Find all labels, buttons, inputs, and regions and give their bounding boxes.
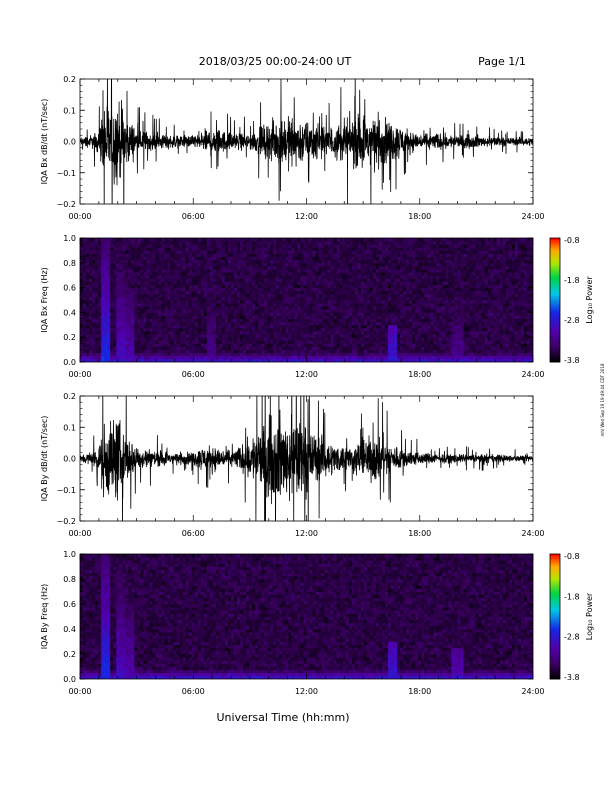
bx-spectrogram-heatmap	[80, 238, 533, 362]
x-tick-label: 24:00	[521, 212, 544, 221]
panels: 0.2 0.1 0.0 −0.1 −0.2 00:00 06:00 12:00 18:00 24:…	[40, 75, 594, 696]
y-tick-label: 0.2	[63, 333, 76, 342]
y-tick-label: 0.6	[63, 600, 76, 609]
by-spectrogram-colorbar: -0.8 -1.8 -2.8 -3.8 Log₁₀ Power	[549, 552, 594, 682]
y-tick-label: 0.4	[63, 308, 76, 317]
colorbar-tick-label: -2.8	[564, 316, 580, 325]
colorbar-tick-label: -1.8	[564, 276, 580, 285]
y-tick-label: 0.2	[63, 392, 76, 401]
y-tick-label: 0.8	[63, 575, 76, 584]
colorbar-tick-label: -2.8	[564, 633, 580, 642]
colorbar-tick-label: -0.8	[564, 552, 580, 561]
x-tick-label: 00:00	[68, 370, 91, 379]
bx-waveform-ylabel: IQA Bx dB/dt (nT/sec)	[40, 99, 49, 185]
y-tick-label: 1.0	[63, 550, 76, 559]
colorbar-tick-label: -1.8	[564, 592, 580, 601]
bx-spectrogram-ylabel: IQA Bx Freq (Hz)	[40, 267, 49, 333]
x-tick-label: 24:00	[521, 687, 544, 696]
colorbar-label: Log₁₀ Power	[585, 276, 594, 324]
x-tick-label: 18:00	[408, 687, 431, 696]
by-waveform-ylabel: IQA By dB/dt (nT/sec)	[40, 416, 49, 502]
by-spectrogram-ylabel: IQA By Freq (Hz)	[40, 584, 49, 650]
x-tick-label: 12:00	[295, 529, 318, 538]
colorbar-tick-label: -0.8	[564, 236, 580, 245]
y-tick-label: 1.0	[63, 234, 76, 243]
y-tick-label: −0.2	[57, 517, 76, 526]
page-indicator: Page 1/1	[478, 55, 526, 68]
side-stamp: mhl Wed Sep 19 19:49:44 CDT 2018	[600, 363, 605, 436]
y-tick-label: 0.1	[63, 106, 76, 115]
figure-title: 2018/03/25 00:00-24:00 UT	[199, 55, 352, 68]
y-tick-label: 0.8	[63, 259, 76, 268]
by-spectrogram-heatmap	[80, 554, 533, 679]
bx-waveform-trace	[80, 79, 533, 204]
x-tick-label: 18:00	[408, 529, 431, 538]
x-tick-label: 24:00	[521, 370, 544, 379]
colorbar-tick-label: -3.8	[564, 356, 580, 365]
by-spectrogram-panel: -0.8 -1.8 -2.8 -3.8 Log₁₀ Power 1.0 0.8 0.6 0.4 0…	[40, 550, 594, 696]
y-tick-label: 0.2	[63, 75, 76, 84]
x-tick-label: 00:00	[68, 687, 91, 696]
x-tick-label: 12:00	[295, 687, 318, 696]
x-tick-label: 06:00	[182, 370, 205, 379]
y-tick-label: 0.1	[63, 423, 76, 432]
bx-spectrogram-panel: -0.8 -1.8 -2.8 -3.8 Log₁₀ Power 1.0 0.8 0.6 0.4 0…	[40, 234, 594, 379]
y-tick-label: 0.0	[63, 138, 76, 147]
by-waveform-panel: 0.2 0.1 0.0 −0.1 −0.2 00:00 06:00 12:00 18:00 24:…	[40, 392, 545, 538]
x-tick-label: 06:00	[182, 687, 205, 696]
y-tick-label: −0.1	[57, 486, 76, 495]
bx-spectrogram-colorbar: -0.8 -1.8 -2.8 -3.8 Log₁₀ Power	[549, 236, 594, 365]
x-tick-label: 24:00	[521, 529, 544, 538]
x-tick-label: 12:00	[295, 370, 318, 379]
x-axis-label: Universal Time (hh:mm)	[217, 711, 350, 724]
y-tick-label: 0.0	[63, 675, 76, 684]
y-tick-label: −0.2	[57, 200, 76, 209]
x-tick-label: 18:00	[408, 212, 431, 221]
y-tick-label: 0.0	[63, 358, 76, 367]
x-tick-label: 18:00	[408, 370, 431, 379]
colorbar-label: Log₁₀ Power	[585, 592, 594, 640]
x-tick-label: 00:00	[68, 529, 91, 538]
x-tick-label: 06:00	[182, 212, 205, 221]
y-tick-label: 0.4	[63, 625, 76, 634]
y-tick-label: 0.2	[63, 650, 76, 659]
x-tick-label: 06:00	[182, 529, 205, 538]
x-tick-label: 12:00	[295, 212, 318, 221]
y-tick-label: −0.1	[57, 169, 76, 178]
y-tick-label: 0.6	[63, 284, 76, 293]
bx-waveform-panel: 0.2 0.1 0.0 −0.1 −0.2 00:00 06:00 12:00 18:00 24:…	[40, 75, 545, 221]
colorbar-tick-label: -3.8	[564, 673, 580, 682]
x-tick-label: 00:00	[68, 212, 91, 221]
y-tick-label: 0.0	[63, 455, 76, 464]
by-waveform-trace	[80, 396, 533, 521]
